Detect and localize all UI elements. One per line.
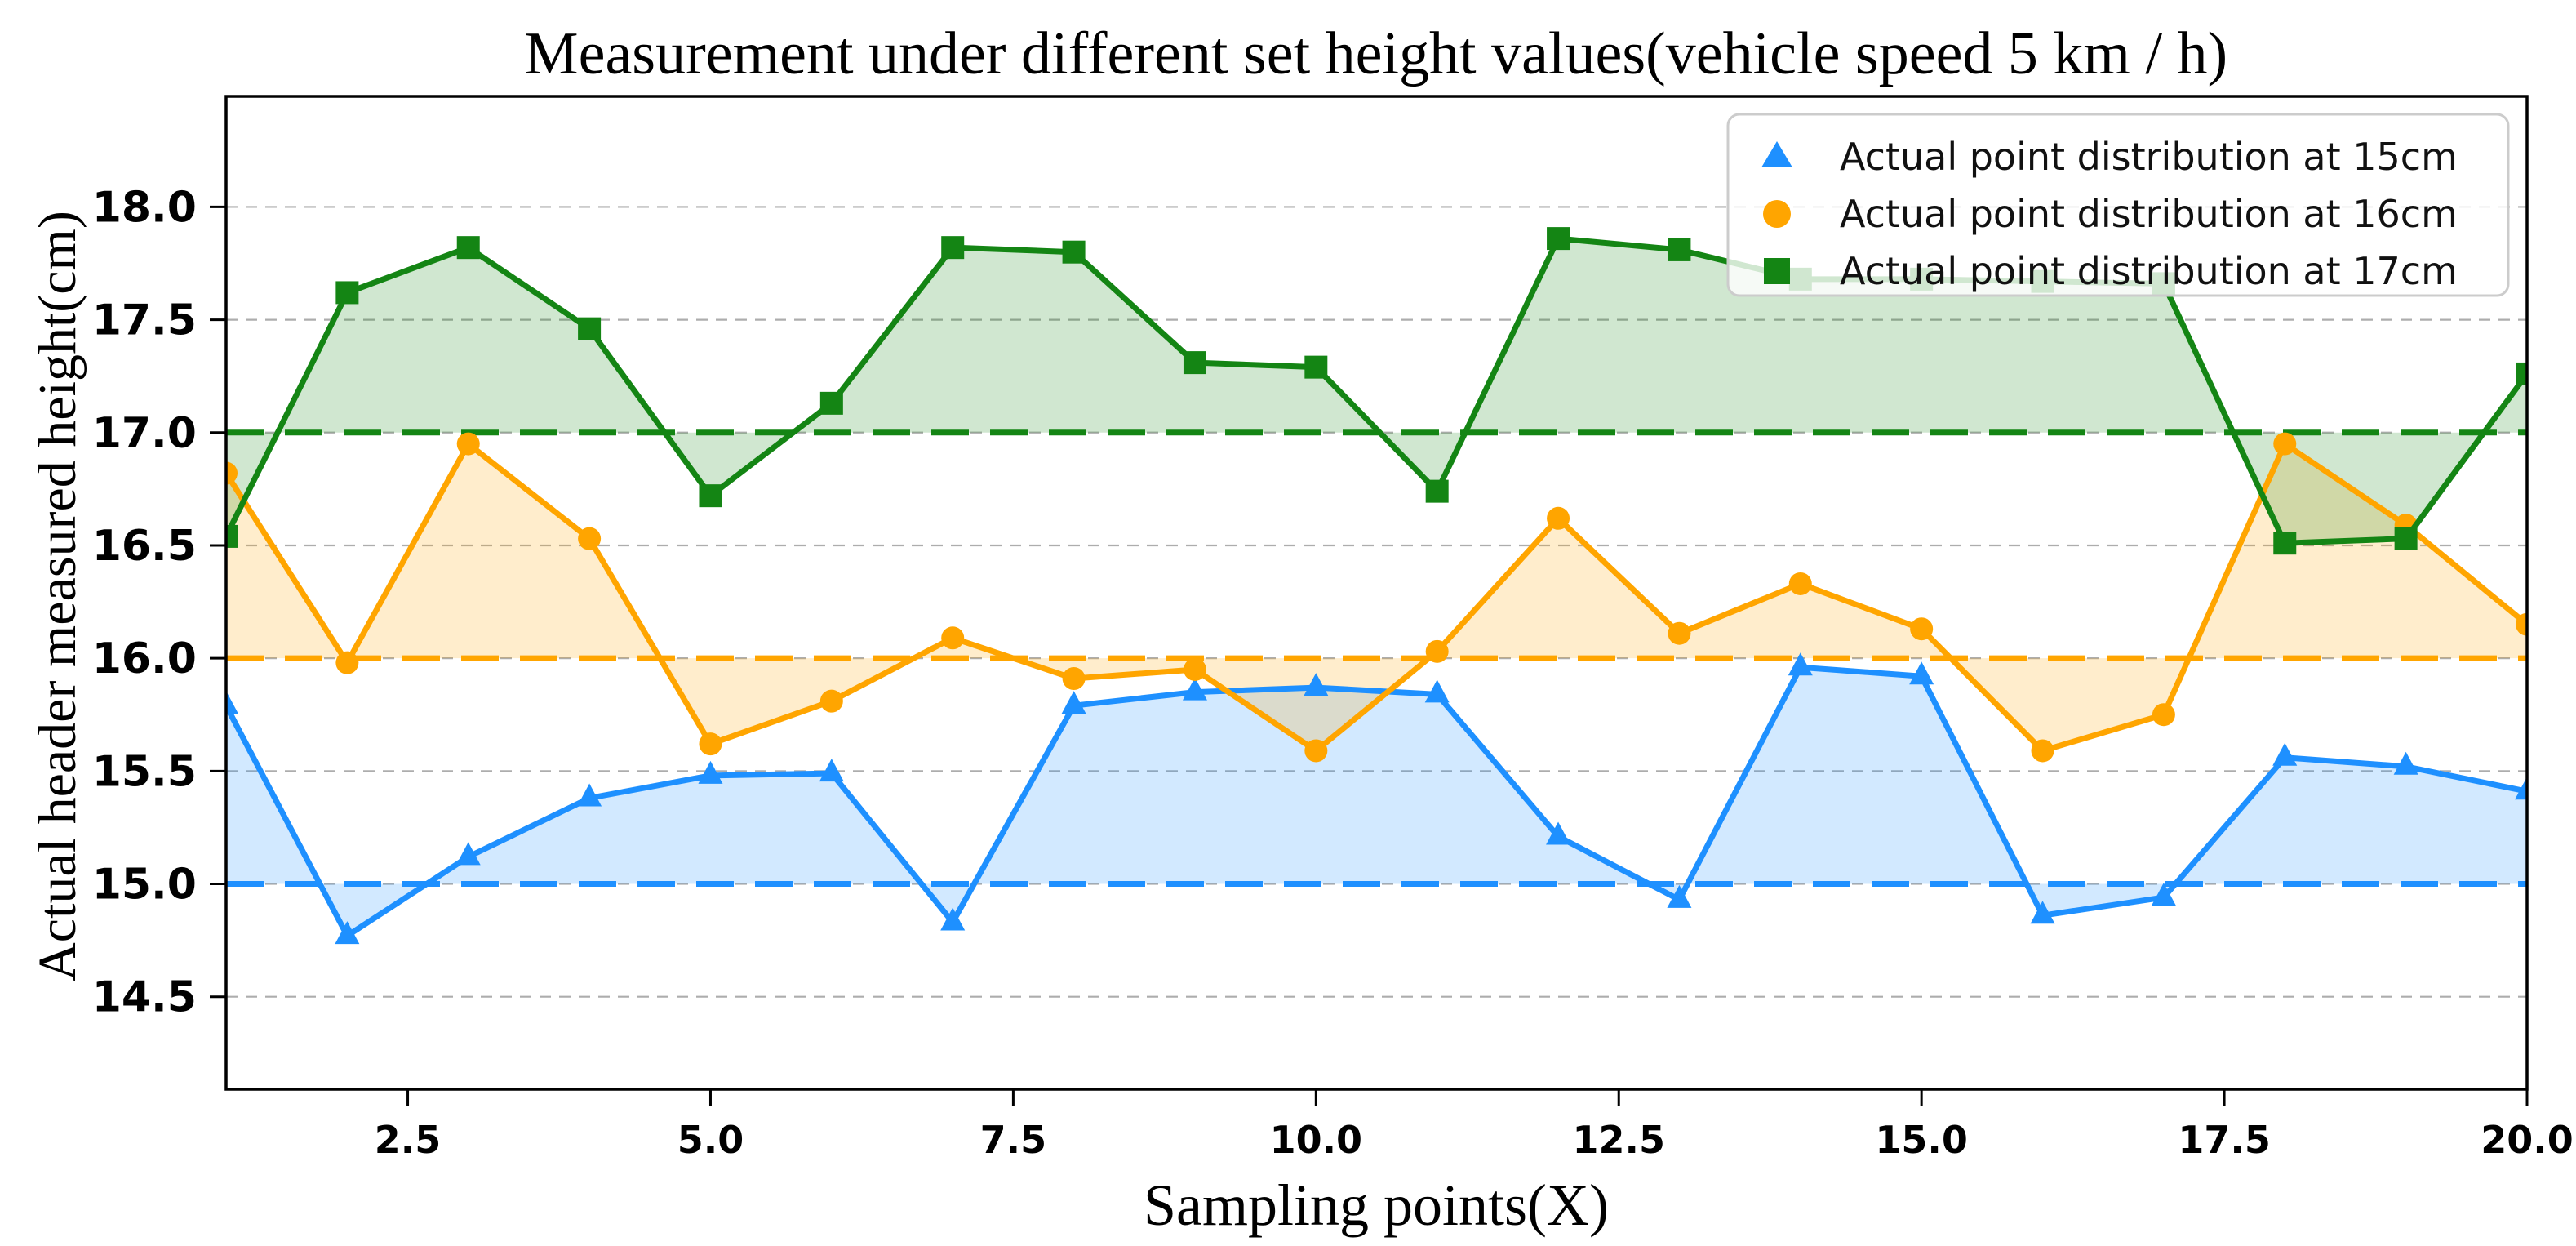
data-point-marker bbox=[1061, 691, 1086, 714]
data-point-marker bbox=[456, 236, 480, 260]
legend-label: Actual point distribution at 15cm bbox=[1840, 135, 2458, 179]
chart-title: Measurement under different set height v… bbox=[525, 20, 2227, 87]
data-point-marker bbox=[1788, 572, 1812, 595]
data-point-marker bbox=[2273, 532, 2297, 555]
data-point-marker bbox=[577, 783, 602, 807]
y-tick-label: 16.5 bbox=[92, 522, 197, 571]
data-point-marker bbox=[456, 432, 480, 456]
data-point-marker bbox=[2273, 432, 2297, 456]
legend-circle-icon bbox=[1763, 200, 1791, 228]
data-point-marker bbox=[1183, 351, 1206, 375]
y-tick-label: 16.0 bbox=[92, 634, 197, 683]
data-point-marker bbox=[2152, 703, 2175, 727]
data-point-marker bbox=[819, 689, 843, 713]
y-tick-label: 18.0 bbox=[92, 183, 197, 232]
data-point-marker bbox=[1304, 673, 1329, 696]
data-point-marker bbox=[1424, 679, 1450, 703]
area-fill-16cm bbox=[226, 443, 2527, 751]
area-fills bbox=[226, 238, 2527, 937]
legend-label: Actual point distribution at 16cm bbox=[1840, 192, 2458, 236]
x-tick-label: 7.5 bbox=[980, 1118, 1047, 1162]
y-axis-label: Actual header measured height(cm) bbox=[28, 211, 87, 981]
data-point-marker bbox=[2272, 742, 2298, 766]
data-point-marker bbox=[335, 921, 360, 945]
data-point-marker bbox=[2031, 739, 2054, 763]
data-point-marker bbox=[941, 236, 965, 260]
data-point-marker bbox=[2393, 751, 2418, 775]
legend: Actual point distribution at 15cm Actual … bbox=[1726, 113, 2510, 297]
data-point-marker bbox=[1547, 227, 1570, 251]
data-point-marker bbox=[1304, 355, 1328, 379]
data-point-marker bbox=[1062, 240, 1086, 264]
data-point-marker bbox=[1182, 677, 1207, 701]
data-point-marker bbox=[1304, 739, 1328, 763]
data-point-marker bbox=[1909, 661, 1934, 685]
series-line-16cm bbox=[226, 441, 2527, 754]
legend-square-icon bbox=[1764, 258, 1790, 284]
data-point-marker bbox=[226, 524, 238, 548]
x-tick-label: 15.0 bbox=[1875, 1118, 1968, 1162]
data-point-marker bbox=[1062, 667, 1086, 691]
data-point-marker bbox=[578, 527, 602, 550]
data-point-marker bbox=[1668, 621, 1691, 645]
plot-area: 14.5 15.0 15.5 16.0 16.5 17.0 17.5 18.0 2.5 5.0 7.… bbox=[92, 95, 2574, 1162]
data-point-marker bbox=[1910, 617, 1934, 641]
x-tick-label: 5.0 bbox=[677, 1118, 744, 1162]
data-point-marker bbox=[819, 391, 843, 415]
legend-box bbox=[1726, 113, 2510, 297]
data-point-marker bbox=[1547, 506, 1570, 530]
y-tick-label: 14.5 bbox=[92, 973, 197, 1022]
data-point-marker bbox=[2394, 527, 2418, 550]
data-point-marker bbox=[1668, 238, 1691, 261]
legend-label: Actual point distribution at 17cm bbox=[1840, 249, 2458, 293]
data-point-marker bbox=[1667, 884, 1692, 908]
y-tick-label: 15.0 bbox=[92, 861, 197, 910]
data-point-marker bbox=[699, 484, 722, 508]
data-point-marker bbox=[819, 759, 844, 782]
data-point-marker bbox=[578, 317, 602, 340]
series-line-15cm bbox=[226, 664, 2527, 939]
data-point-marker bbox=[1425, 639, 1449, 663]
data-point-marker bbox=[1546, 821, 1571, 845]
data-point-marker bbox=[2151, 883, 2176, 906]
data-point-marker bbox=[455, 842, 481, 866]
area-fill-15cm bbox=[226, 667, 2527, 937]
area-fill-17cm bbox=[226, 238, 2527, 544]
x-tick-label: 17.5 bbox=[2178, 1118, 2271, 1162]
data-point-marker bbox=[2030, 901, 2055, 924]
x-axis-label: Sampling points(X) bbox=[1144, 1173, 1609, 1238]
axes-layer: 14.5 15.0 15.5 16.0 16.5 17.0 17.5 18.0 2.5 5.0 7.… bbox=[92, 95, 2574, 1162]
data-point-marker bbox=[2516, 362, 2527, 385]
data-point-marker bbox=[698, 760, 723, 784]
y-tick-label: 15.5 bbox=[92, 747, 197, 796]
data-point-marker bbox=[2516, 612, 2527, 636]
data-point-marker bbox=[335, 651, 359, 674]
x-tick-label: 10.0 bbox=[1270, 1118, 1363, 1162]
data-point-marker bbox=[2515, 777, 2527, 800]
data-point-marker bbox=[940, 907, 966, 931]
plot-border bbox=[224, 95, 2529, 1091]
data-point-marker bbox=[1425, 479, 1449, 503]
data-point-marker bbox=[699, 732, 722, 756]
x-tick-label: 20.0 bbox=[2481, 1118, 2574, 1162]
data-point-marker bbox=[226, 691, 238, 714]
legend-triangle-icon bbox=[1761, 141, 1792, 167]
data-point-marker bbox=[1788, 652, 1813, 676]
x-tick-label: 2.5 bbox=[375, 1118, 442, 1162]
data-point-marker bbox=[1183, 657, 1206, 681]
y-tick-label: 17.0 bbox=[92, 409, 197, 458]
x-tick-label: 12.5 bbox=[1572, 1118, 1665, 1162]
data-point-marker bbox=[335, 281, 359, 305]
data-point-marker bbox=[226, 461, 238, 485]
y-tick-label: 17.5 bbox=[92, 296, 197, 345]
data-point-marker bbox=[941, 626, 965, 650]
